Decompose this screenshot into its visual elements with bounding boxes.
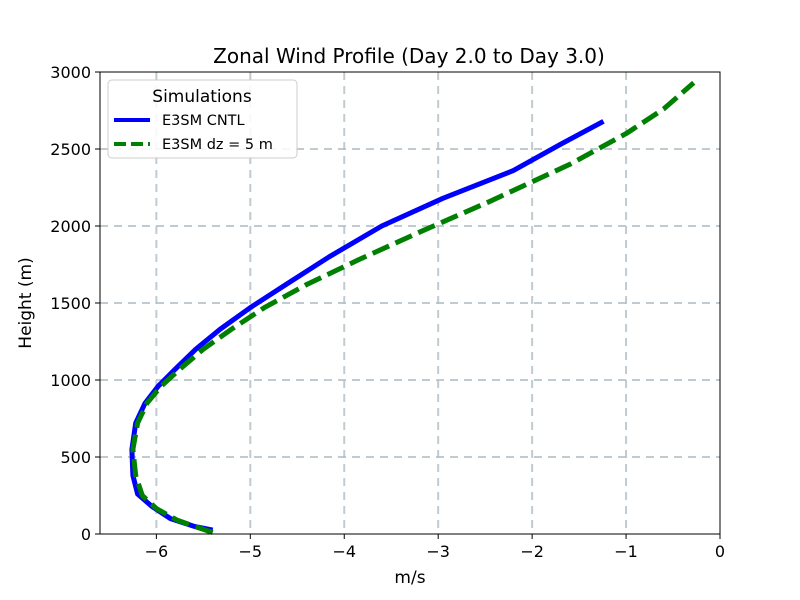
x-tick-label: −3 bbox=[426, 542, 450, 561]
legend-title: Simulations bbox=[152, 87, 252, 107]
chart-title: Zonal Wind Profile (Day 2.0 to Day 3.0) bbox=[213, 44, 605, 68]
x-tick-label: −2 bbox=[520, 542, 544, 561]
axes-ticks: −6 −5 −4 −3 −2 −1 0 0 500 1000 1500 2000 2500 3000 bbox=[50, 63, 725, 561]
y-axis-label: Height (m) bbox=[16, 257, 36, 348]
legend-box bbox=[107, 79, 298, 159]
legend-entry-cntl: E3SM CNTL bbox=[162, 113, 245, 129]
x-tick-label: −5 bbox=[239, 542, 263, 561]
x-tick-label: −4 bbox=[332, 542, 356, 561]
y-tick-label: 2500 bbox=[50, 140, 91, 159]
plot-area bbox=[129, 80, 696, 535]
legend-entry-dz5: E3SM dz = 5 m bbox=[162, 137, 273, 153]
x-tick-label: −1 bbox=[614, 542, 638, 561]
y-tick-label: 3000 bbox=[50, 63, 91, 82]
x-tick-label: −6 bbox=[145, 542, 169, 561]
series-line-cntl bbox=[129, 119, 605, 533]
y-tick-label: 1000 bbox=[50, 371, 91, 390]
y-tick-label: 1500 bbox=[50, 294, 91, 313]
y-tick-label: 0 bbox=[81, 525, 91, 544]
y-tick-label: 500 bbox=[60, 448, 91, 467]
legend: Simulations E3SM CNTL E3SM dz = 5 m bbox=[107, 79, 298, 159]
y-tick-label: 2000 bbox=[50, 217, 91, 236]
series-line-dz5 bbox=[130, 80, 696, 535]
x-tick-label: 0 bbox=[715, 542, 725, 561]
x-axis-label: m/s bbox=[394, 568, 425, 588]
